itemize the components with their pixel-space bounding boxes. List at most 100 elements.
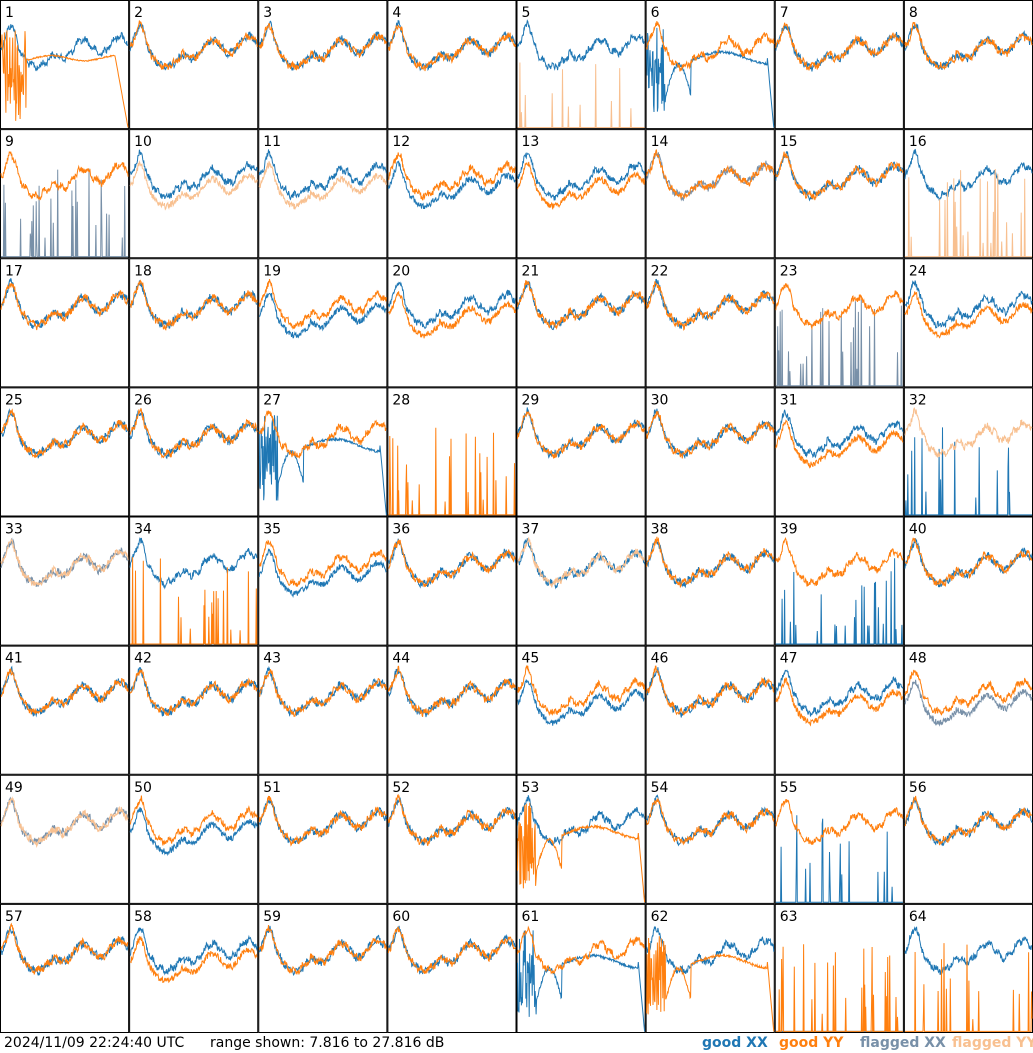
panel-23: 23 (774, 258, 904, 388)
series-yy (646, 797, 775, 846)
panel-frame (903, 516, 1033, 646)
panel-frame (774, 129, 904, 259)
panel-label: 46 (651, 651, 669, 667)
series-yy (517, 536, 645, 588)
panel-label: 44 (392, 651, 410, 667)
panel-label: 39 (780, 522, 798, 538)
series-yy (0, 30, 129, 128)
series-yy (388, 291, 516, 339)
panel-label: 48 (909, 651, 927, 667)
series-yy (646, 936, 775, 1032)
panel-3: 3 (258, 0, 388, 130)
panel-frame (129, 258, 259, 388)
series-yy (258, 279, 387, 330)
series-xx (904, 679, 1033, 727)
series-yy (387, 793, 516, 847)
series-xx (129, 149, 258, 200)
series-yy (517, 62, 645, 128)
series-xx (129, 21, 258, 71)
panel-label: 22 (651, 263, 669, 279)
panel-label: 37 (522, 522, 540, 538)
panel-frame (774, 0, 904, 130)
panel-frame (258, 645, 388, 775)
panel-59: 59 (258, 903, 388, 1033)
series-yy (775, 798, 904, 845)
panel-43: 43 (258, 645, 388, 775)
panel-label: 10 (134, 134, 152, 150)
series-xx (517, 679, 645, 726)
panel-frame (258, 774, 388, 904)
series-xx (258, 415, 387, 515)
panel-frame (516, 774, 646, 904)
series-xx (775, 669, 904, 717)
series-yy (129, 408, 258, 459)
series-yy (387, 665, 516, 717)
series-xx (517, 795, 646, 846)
panel-label: 21 (522, 263, 540, 279)
series-yy (388, 539, 516, 588)
panel-frame (258, 387, 388, 517)
series-yy (259, 669, 387, 717)
panel-frame (0, 774, 130, 904)
panel-25: 25 (0, 387, 130, 517)
panel-label: 19 (263, 263, 281, 279)
panel-label: 51 (263, 780, 281, 796)
series-yy (775, 944, 903, 1032)
panel-label: 63 (780, 909, 798, 925)
series-xx (0, 537, 129, 587)
series-yy (517, 664, 646, 717)
panel-4: 4 (387, 0, 517, 130)
panel-frame (129, 387, 259, 517)
panel-label: 56 (909, 780, 927, 796)
series-xx (129, 410, 258, 460)
series-yy (904, 795, 1033, 846)
panel-61: 61 (516, 903, 646, 1033)
panel-frame (645, 0, 775, 130)
panel-frame (258, 258, 388, 388)
panel-label: 43 (263, 651, 281, 667)
legend-good-xx: good XX (702, 1035, 768, 1051)
panel-label: 13 (522, 134, 540, 150)
panel-label: 64 (909, 909, 927, 925)
panel-label: 4 (392, 5, 401, 21)
panel-15: 15 (774, 129, 904, 259)
series-yy (258, 22, 387, 71)
panel-label: 15 (780, 134, 798, 150)
series-yy (387, 152, 516, 201)
series-yy (129, 795, 258, 846)
panel-label: 25 (5, 392, 23, 408)
panel-frame (903, 774, 1033, 904)
series-yy (129, 936, 258, 984)
series-xx (129, 927, 258, 976)
panel-label: 27 (263, 392, 281, 408)
series-yy (904, 291, 1033, 339)
panel-20: 20 (387, 258, 517, 388)
panel-label: 9 (5, 134, 14, 150)
panel-label: 33 (5, 522, 23, 538)
panel-label: 35 (263, 522, 281, 538)
panel-label: 18 (134, 263, 152, 279)
series-xx (775, 558, 903, 645)
series-yy (646, 536, 775, 588)
panel-label: 55 (780, 780, 798, 796)
panel-33: 33 (0, 516, 130, 646)
series-yy (258, 795, 387, 847)
series-yy (388, 427, 516, 516)
panel-label: 57 (5, 909, 23, 925)
panel-frame (0, 0, 130, 130)
series-yy (646, 281, 775, 331)
panel-29: 29 (516, 387, 646, 517)
panel-60: 60 (387, 903, 517, 1033)
series-yy (517, 925, 646, 975)
panel-frame (774, 516, 904, 646)
panel-frame (0, 645, 130, 775)
panel-label: 29 (522, 392, 540, 408)
series-yy (387, 25, 516, 72)
series-yy (0, 408, 129, 458)
panel-11: 11 (258, 129, 388, 259)
series-yy (775, 536, 904, 587)
panel-label: 47 (780, 651, 798, 667)
panel-26: 26 (129, 387, 259, 517)
panel-27: 27 (258, 387, 388, 517)
legend-flagged-xx: flagged XX (860, 1035, 946, 1051)
